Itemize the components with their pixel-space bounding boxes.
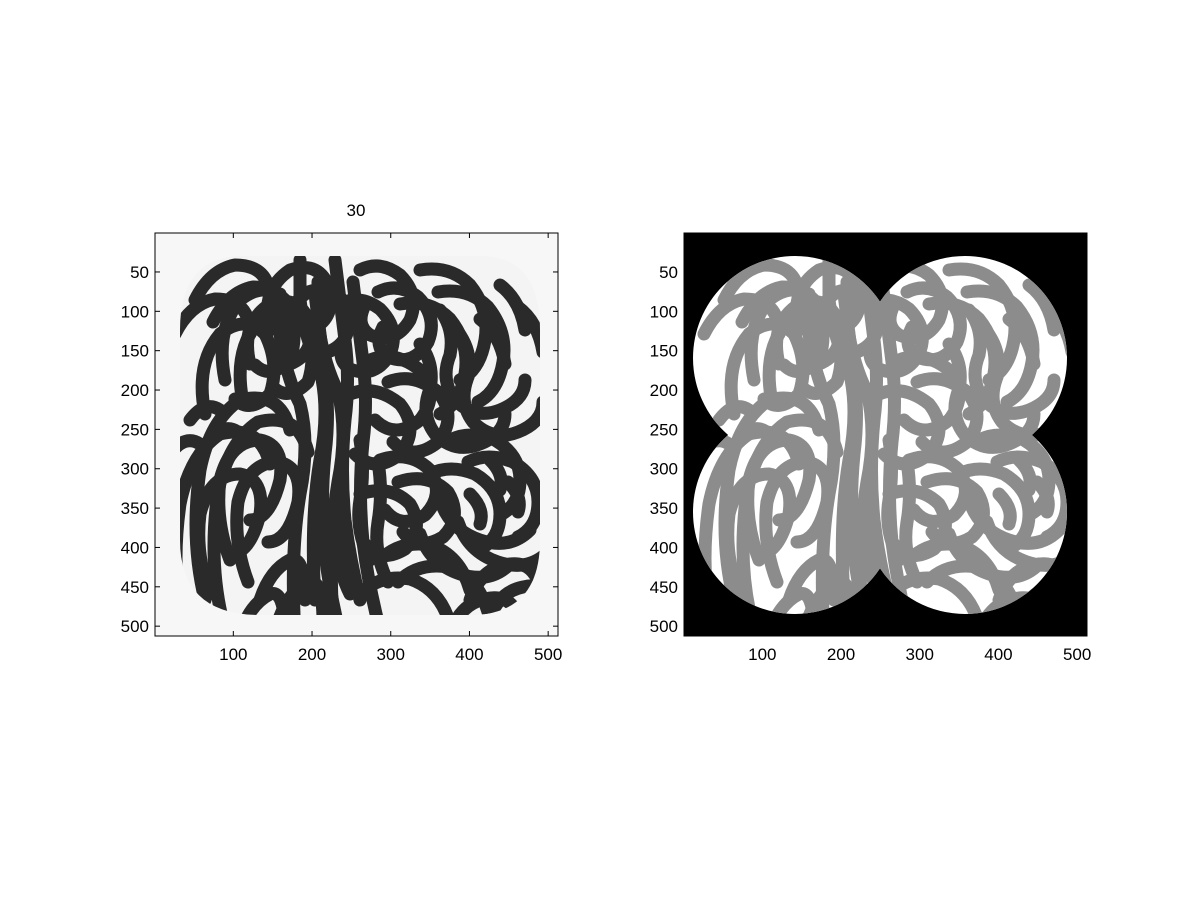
left-y-tick-label: 150 bbox=[121, 342, 149, 361]
left-heatmap-image bbox=[180, 256, 540, 615]
left-y-tick-label: 100 bbox=[121, 302, 149, 321]
right-y-tick-label: 400 bbox=[650, 538, 678, 557]
right-y-tick-label: 150 bbox=[650, 342, 678, 361]
left-y-tick-label: 350 bbox=[121, 499, 149, 518]
right-y-ticks: 50 100 150 200 250 300 350 400 450 500 bbox=[650, 263, 1087, 636]
right-axes-frame bbox=[683, 232, 1088, 637]
left-y-tick-label: 50 bbox=[130, 263, 149, 282]
left-x-ticks: 100 200 300 400 500 bbox=[219, 233, 562, 664]
left-y-tick-label: 300 bbox=[121, 460, 149, 479]
right-y-tick-label: 200 bbox=[650, 381, 678, 400]
left-x-tick-label: 400 bbox=[455, 645, 483, 664]
right-y-tick-label: 300 bbox=[650, 460, 678, 479]
left-chart-title: 30 bbox=[347, 201, 366, 220]
right-y-tick-label: 500 bbox=[650, 617, 678, 636]
left-y-ticks: 50 100 150 200 250 300 350 400 450 500 bbox=[121, 263, 558, 636]
right-x-tick-label: 200 bbox=[827, 645, 855, 664]
right-x-tick-label: 500 bbox=[1063, 645, 1091, 664]
left-y-tick-label: 250 bbox=[121, 420, 149, 439]
right-x-ticks: 100 200 300 400 500 bbox=[748, 233, 1091, 664]
right-y-tick-label: 250 bbox=[650, 420, 678, 439]
right-heatmap-image bbox=[693, 256, 1067, 614]
left-x-tick-label: 200 bbox=[298, 645, 326, 664]
right-y-tick-label: 100 bbox=[650, 302, 678, 321]
right-x-tick-label: 100 bbox=[748, 645, 776, 664]
left-y-tick-label: 500 bbox=[121, 617, 149, 636]
left-chart: 100 200 300 400 500 50 100 150 200 250 300 350 400 4… bbox=[121, 201, 563, 664]
right-y-tick-label: 450 bbox=[650, 578, 678, 597]
left-y-tick-label: 400 bbox=[121, 538, 149, 557]
left-x-tick-label: 100 bbox=[219, 645, 247, 664]
right-y-tick-label: 50 bbox=[659, 263, 678, 282]
left-axes-frame bbox=[154, 232, 559, 637]
left-y-tick-label: 200 bbox=[121, 381, 149, 400]
right-x-tick-label: 300 bbox=[906, 645, 934, 664]
right-y-tick-label: 350 bbox=[650, 499, 678, 518]
right-x-tick-label: 400 bbox=[984, 645, 1012, 664]
left-x-tick-label: 500 bbox=[534, 645, 562, 664]
left-y-tick-label: 450 bbox=[121, 578, 149, 597]
left-x-tick-label: 300 bbox=[377, 645, 405, 664]
right-chart: 100 200 300 400 500 50 100 150 200 250 300 350 400 4… bbox=[650, 232, 1091, 664]
